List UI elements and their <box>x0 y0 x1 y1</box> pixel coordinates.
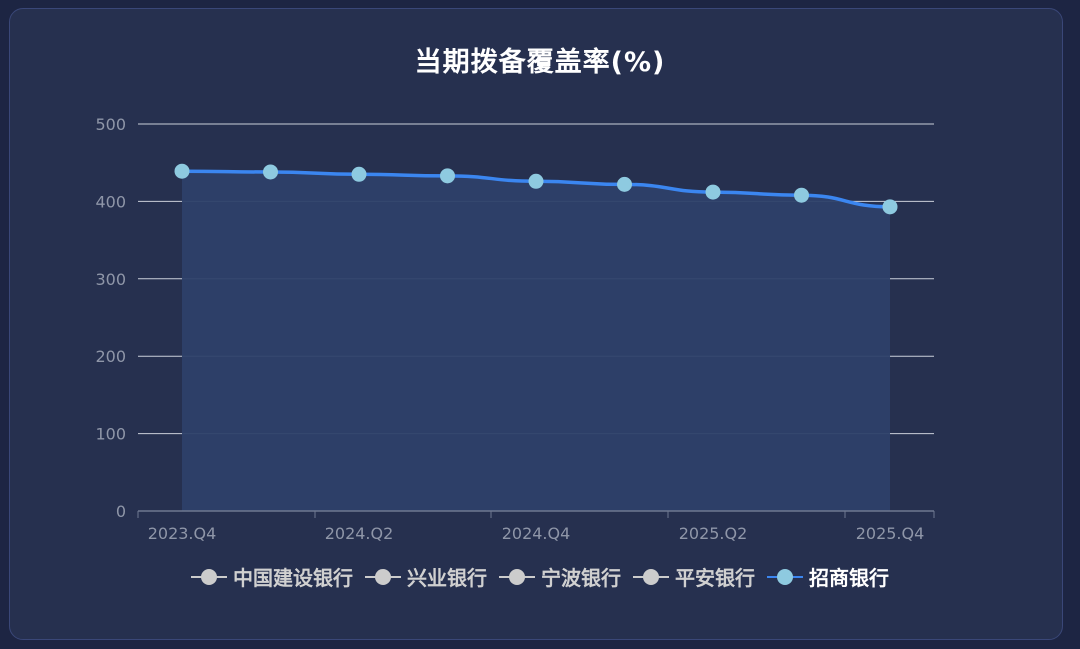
legend-item[interactable]: 招商银行 <box>767 562 889 591</box>
legend-item[interactable]: 中国建设银行 <box>191 562 353 591</box>
legend-label: 兴业银行 <box>407 566 487 590</box>
data-point <box>351 166 367 182</box>
legend-label: 平安银行 <box>675 566 755 590</box>
legend-marker-icon <box>365 567 401 587</box>
legend-marker-icon <box>499 567 535 587</box>
chart-plot: 0 100 200 300 400 500 2023.Q4 2024.Q2 2024.Q4 202… <box>95 115 935 543</box>
legend-label: 中国建设银行 <box>233 566 353 590</box>
y-tick-label: 200 <box>95 347 126 366</box>
legend-marker-icon <box>633 567 669 587</box>
legend-item[interactable]: 平安银行 <box>633 562 755 591</box>
chart-legend: 中国建设银行 兴业银行 宁波银行 平安银行 招商银行 <box>0 562 1080 591</box>
data-point <box>174 163 190 179</box>
x-tick-label: 2025.Q4 <box>856 524 925 543</box>
data-point <box>440 168 455 184</box>
data-point <box>794 187 809 203</box>
x-tick-label: 2024.Q2 <box>325 524 394 543</box>
legend-label: 宁波银行 <box>541 566 621 590</box>
data-point <box>528 173 544 189</box>
x-tick-label: 2023.Q4 <box>148 524 217 543</box>
legend-marker-icon <box>767 567 803 587</box>
legend-label: 招商银行 <box>809 566 889 590</box>
series-area <box>182 171 890 512</box>
y-tick-label: 500 <box>95 115 126 134</box>
legend-marker-icon <box>191 567 227 587</box>
x-tick-label: 2024.Q4 <box>502 524 571 543</box>
legend-item[interactable]: 宁波银行 <box>499 562 621 591</box>
y-tick-label: 300 <box>95 270 126 289</box>
legend-item[interactable]: 兴业银行 <box>365 562 487 591</box>
data-point <box>263 164 278 180</box>
chart-title: 当期拨备覆盖率(%) <box>414 47 666 78</box>
y-tick-label: 100 <box>95 425 126 444</box>
y-tick-label: 0 <box>116 502 126 521</box>
data-point <box>882 199 898 215</box>
data-point <box>705 184 721 200</box>
x-tick-label: 2025.Q2 <box>679 524 748 543</box>
data-point <box>617 176 632 192</box>
y-tick-label: 400 <box>95 192 126 211</box>
